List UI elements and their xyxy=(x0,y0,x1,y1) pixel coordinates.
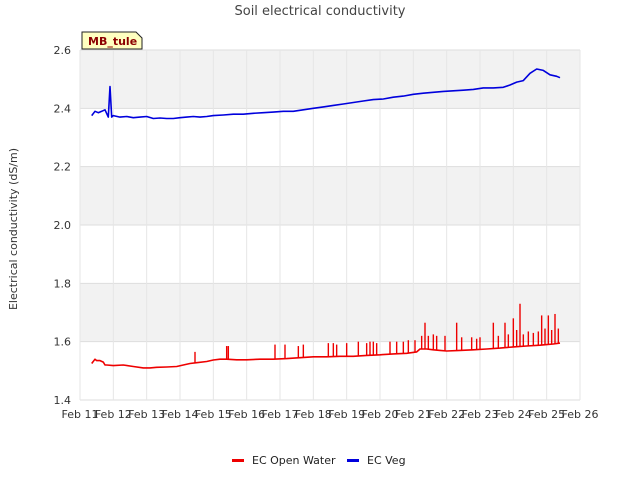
x-tick-label: Feb 20 xyxy=(362,408,399,421)
x-tick-label: Feb 23 xyxy=(462,408,499,421)
plot-band xyxy=(80,225,580,284)
y-tick-label: 2.2 xyxy=(54,161,72,174)
plot-band xyxy=(80,283,580,342)
series-line xyxy=(91,342,561,369)
y-tick-label: 1.8 xyxy=(54,277,72,290)
x-tick-label: Feb 11 xyxy=(62,408,99,421)
x-tick-label: Feb 22 xyxy=(428,408,465,421)
legend-label: EC Veg xyxy=(367,454,406,467)
x-tick-label: Feb 25 xyxy=(528,408,565,421)
x-tick-label: Feb 26 xyxy=(562,408,599,421)
series-1 xyxy=(91,68,561,120)
plot-band xyxy=(80,341,580,400)
x-tick-label: Feb 16 xyxy=(228,408,265,421)
y-tick-label: 2.6 xyxy=(54,44,72,57)
plot-background xyxy=(80,50,580,400)
y-axis: 1.4 1.6 1.8 2.0 2.2 2.4 2.6 xyxy=(54,44,72,407)
legend-swatch xyxy=(232,459,244,462)
site-label: MB_tule xyxy=(88,35,137,48)
site-label-badge: MB_tule xyxy=(81,31,143,50)
series-line xyxy=(91,68,561,120)
x-tick-label: Feb 14 xyxy=(162,408,199,421)
series-layer xyxy=(91,68,561,369)
x-tick-label: Feb 18 xyxy=(295,408,332,421)
legend: EC Open Water EC Veg xyxy=(232,454,406,467)
plot-band xyxy=(80,50,580,109)
y-tick-label: 1.6 xyxy=(54,336,72,349)
x-tick-label: Feb 21 xyxy=(395,408,432,421)
x-tick-label: Feb 17 xyxy=(262,408,299,421)
y-tick-label: 2.0 xyxy=(54,219,72,232)
y-tick-label: 2.4 xyxy=(54,102,72,115)
x-tick-label: Feb 24 xyxy=(495,408,532,421)
legend-label: EC Open Water xyxy=(252,454,336,467)
y-axis-label: Electrical conductivity (dS/m) xyxy=(7,148,20,310)
y-tick-label: 1.4 xyxy=(54,394,72,407)
series-0 xyxy=(91,303,561,369)
plot-band xyxy=(80,166,580,225)
plot-band xyxy=(80,108,580,167)
x-tick-label: Feb 15 xyxy=(195,408,232,421)
x-tick-label: Feb 13 xyxy=(128,408,165,421)
x-tick-label: Feb 19 xyxy=(328,408,365,421)
legend-swatch xyxy=(347,459,359,462)
chart-title: Soil electrical conductivity xyxy=(234,4,405,19)
x-tick-label: Feb 12 xyxy=(95,408,132,421)
